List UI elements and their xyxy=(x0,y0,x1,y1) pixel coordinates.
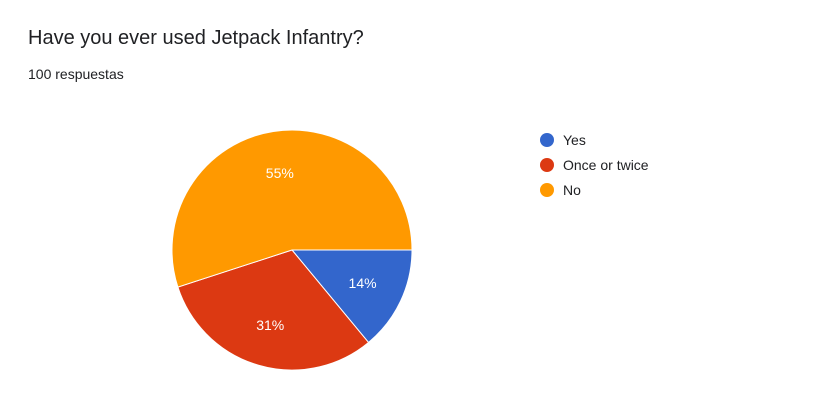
legend-label: Yes xyxy=(563,131,586,148)
legend-label: No xyxy=(563,181,581,198)
legend-swatch-icon xyxy=(540,157,554,172)
pie-slice-label-no: 55% xyxy=(266,165,294,181)
legend-swatch-icon xyxy=(540,132,554,147)
pie-slice-label-yes: 14% xyxy=(349,275,377,291)
legend-swatch-icon xyxy=(540,182,554,197)
legend-item-once-or-twice[interactable]: Once or twice xyxy=(540,152,649,177)
pie-slice-no[interactable] xyxy=(171,129,413,288)
legend-item-yes[interactable]: Yes xyxy=(540,127,649,152)
chart-legend: Yes Once or twice No xyxy=(540,127,649,202)
pie-slice-yes[interactable] xyxy=(290,249,413,344)
question-title: Have you ever used Jetpack Infantry? xyxy=(28,27,364,49)
legend-label: Once or twice xyxy=(563,156,649,173)
response-count: 100 respuestas xyxy=(28,66,124,82)
pie-slice-label-once-or-twice: 31% xyxy=(256,317,284,333)
legend-item-no[interactable]: No xyxy=(540,177,649,202)
pie-slice-once-or-twice[interactable] xyxy=(177,249,370,371)
